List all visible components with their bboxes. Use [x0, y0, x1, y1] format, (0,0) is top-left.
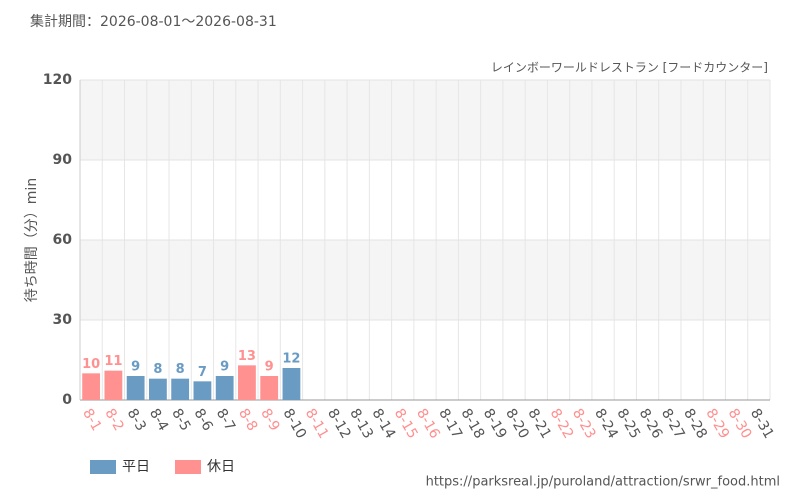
y-tick-label: 30 [53, 312, 73, 328]
x-tick-label: 8-9 [257, 406, 282, 434]
bar [126, 376, 145, 400]
value-label: 9 [220, 360, 229, 375]
legend-label: 平日 [122, 459, 150, 475]
x-tick-label: 8-5 [168, 406, 193, 434]
bar [171, 378, 190, 400]
value-label: 9 [131, 360, 140, 375]
bar [282, 368, 301, 400]
chart-subtitle: レインボーワールドレストラン [フードカウンター] [491, 61, 768, 75]
x-tick-label: 8-1 [79, 406, 104, 434]
x-tick-label: 8-4 [146, 406, 171, 434]
plot-band [80, 240, 770, 320]
bar [193, 381, 212, 400]
x-tick-label: 8-7 [213, 406, 238, 434]
y-axis-label: 待ち時間（分）min [24, 178, 40, 302]
y-tick-label: 0 [62, 392, 72, 408]
bar [238, 365, 256, 400]
bar [149, 378, 167, 400]
bar [104, 370, 123, 400]
value-label: 8 [153, 362, 162, 377]
value-label: 10 [82, 357, 100, 372]
plot-band [80, 80, 770, 160]
legend-label: 休日 [207, 459, 235, 475]
value-label: 8 [176, 362, 185, 377]
chart-title: 集計期間：2026-08-01～2026-08-31 [30, 13, 277, 30]
bar [82, 373, 101, 400]
y-tick-label: 120 [43, 72, 72, 88]
bar [260, 376, 279, 400]
x-tick-label: 8-31 [747, 406, 777, 442]
x-tick-label: 8-3 [124, 406, 149, 434]
bar [215, 376, 234, 400]
x-tick-label: 8-8 [235, 406, 260, 434]
x-tick-label: 8-6 [190, 406, 215, 434]
value-label: 13 [238, 349, 256, 364]
y-tick-label: 60 [53, 232, 73, 248]
legend-swatch [175, 460, 201, 474]
legend-swatch [90, 460, 116, 474]
value-label: 11 [104, 354, 122, 369]
value-label: 7 [198, 365, 207, 380]
x-tick-label: 8-2 [101, 406, 126, 434]
y-tick-label: 90 [53, 152, 73, 168]
value-label: 9 [265, 360, 274, 375]
value-label: 12 [282, 352, 300, 367]
source-url: https://parksreal.jp/puroland/attraction… [426, 475, 780, 490]
